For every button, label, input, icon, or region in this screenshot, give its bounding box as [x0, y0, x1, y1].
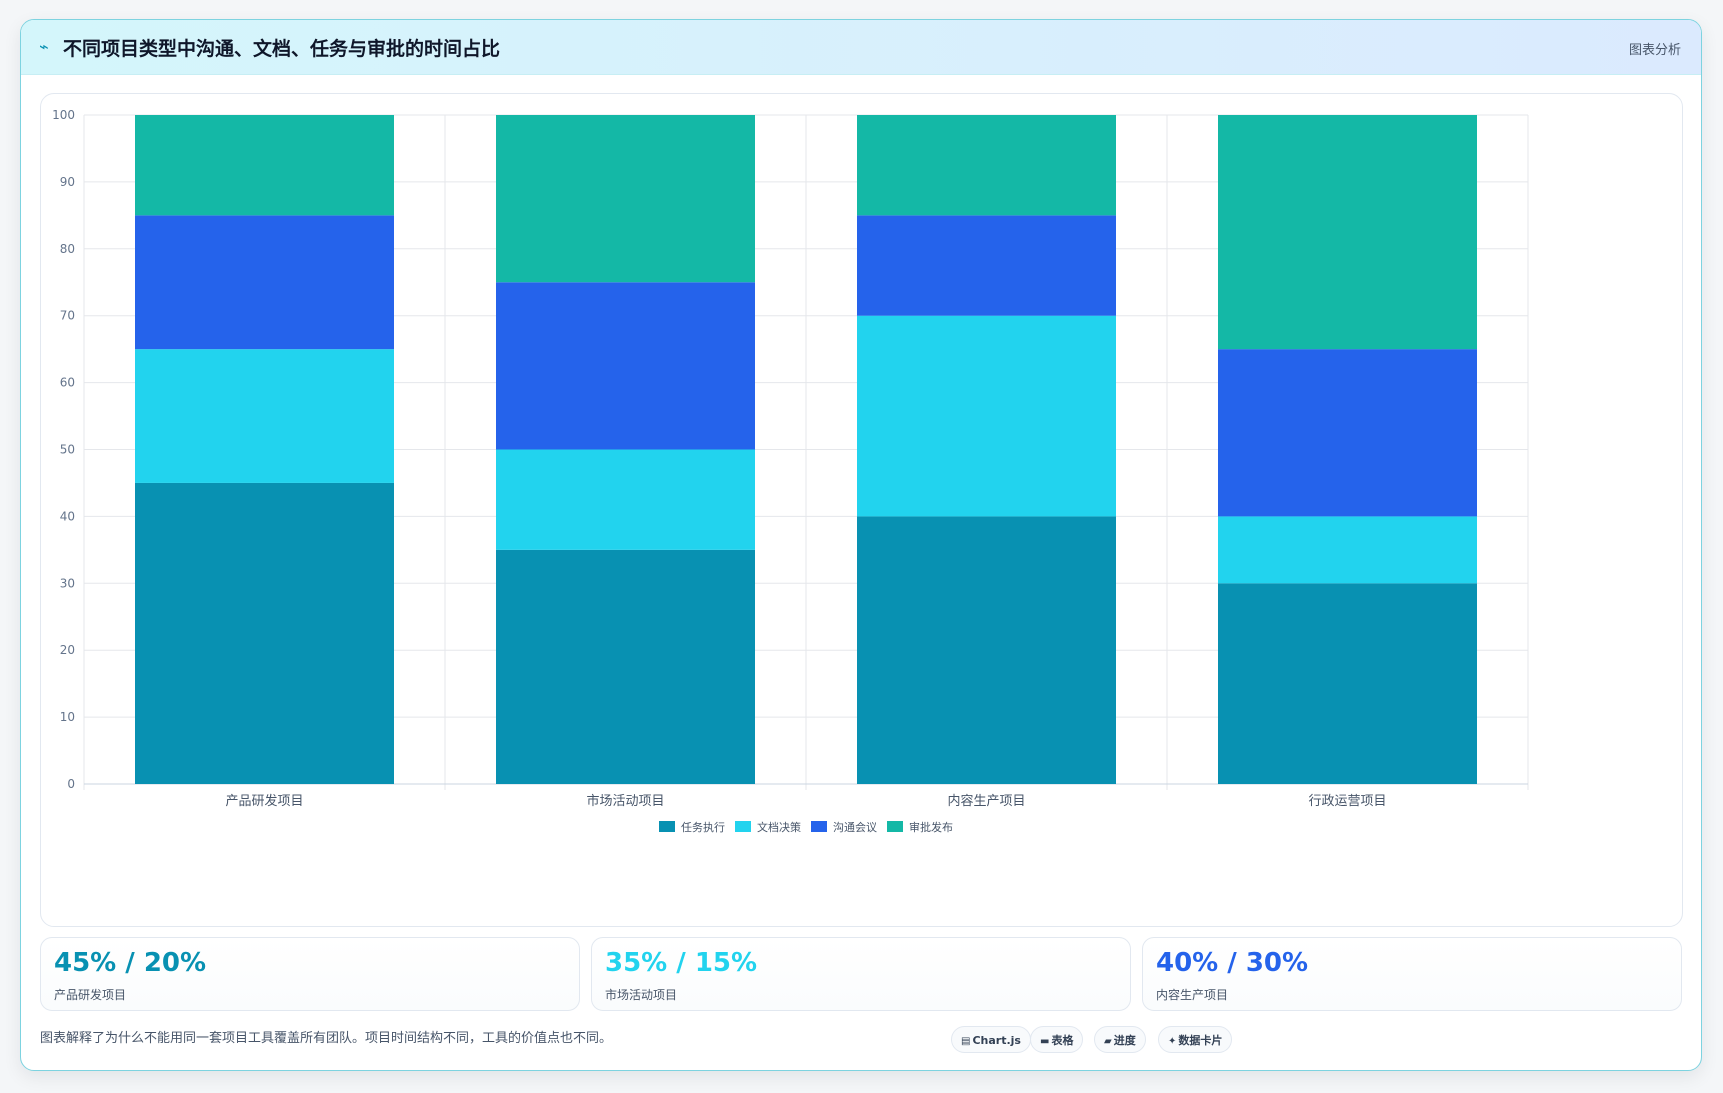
y-tick-label: 10 — [60, 710, 75, 724]
sparkline-icon: ⌁ — [39, 37, 49, 56]
legend-swatch — [735, 821, 751, 832]
x-tick-label: 市场活动项目 — [586, 793, 664, 809]
chip-chartjs[interactable]: ▤ Chart.js — [951, 1026, 1031, 1053]
bar-segment — [135, 482, 394, 784]
stat-value: 35% / 15% — [605, 948, 758, 978]
y-tick-label: 90 — [60, 175, 75, 189]
stat-cards: 45% / 20% 产品研发项目 35% / 15% 市场活动项目 40% / … — [40, 937, 1683, 1011]
bar-segment — [1218, 516, 1477, 584]
x-tick-label: 产品研发项目 — [225, 793, 303, 809]
legend-label: 审批发布 — [909, 820, 953, 834]
y-tick-label: 100 — [52, 108, 75, 122]
stacked-bar-chart: 0 10 20 30 40 50 60 70 80 90 100 产品研发项目 市场活动项目 内容生产项目… — [52, 108, 1529, 834]
chip-label: 表格 — [1051, 1034, 1074, 1047]
legend-swatch — [811, 821, 827, 832]
bar-segment — [135, 349, 394, 483]
legend-label: 文档决策 — [757, 820, 801, 834]
chart-panel: 0 10 20 30 40 50 60 70 80 90 100 产品研发项目 市场活动项目 内容生产项目… — [40, 93, 1683, 927]
chart-explanation: 图表解释了为什么不能用同一套项目工具覆盖所有团队。项目时间结构不同，工具的价值点… — [40, 1031, 613, 1046]
stat-card-1: 45% / 20% 产品研发项目 — [40, 937, 580, 1011]
legend-label: 任务执行 — [681, 820, 725, 834]
bar-segment — [496, 449, 755, 550]
chip-label: Chart.js — [972, 1034, 1021, 1047]
y-tick-label: 70 — [60, 309, 75, 323]
bar-segment — [1218, 349, 1477, 517]
table-icon: ▬ — [1040, 1036, 1050, 1047]
chip-progress[interactable]: ▰ 进度 — [1094, 1026, 1146, 1053]
bar-segment — [1218, 583, 1477, 784]
stat-card-2: 35% / 15% 市场活动项目 — [591, 937, 1131, 1011]
legend-swatch — [887, 821, 903, 832]
y-tick-label: 0 — [67, 777, 75, 791]
chart-card: ⌁ 不同项目类型中沟通、文档、任务与审批的时间占比 图表分析 0 10 20 30 40… — [20, 19, 1702, 1071]
card-header: ⌁ 不同项目类型中沟通、文档、任务与审批的时间占比 图表分析 — [21, 20, 1701, 75]
x-tick-label: 内容生产项目 — [947, 793, 1025, 809]
x-tick-label: 行政运营项目 — [1308, 794, 1386, 809]
chip-data-card[interactable]: ✦ 数据卡片 — [1158, 1026, 1233, 1053]
chart-title: 不同项目类型中沟通、文档、任务与审批的时间占比 — [63, 38, 501, 60]
chip-label: 数据卡片 — [1178, 1034, 1223, 1047]
stat-label: 产品研发项目 — [54, 988, 127, 1002]
y-tick-label: 40 — [60, 509, 75, 523]
sparkle-icon: ✦ — [1168, 1036, 1177, 1047]
bar-segment — [496, 549, 755, 784]
y-tick-label: 50 — [60, 443, 75, 457]
bar-segment — [496, 282, 755, 450]
stat-card-3: 40% / 30% 内容生产项目 — [1142, 937, 1682, 1011]
stat-label: 市场活动项目 — [605, 988, 678, 1002]
stat-label: 内容生产项目 — [1156, 988, 1229, 1002]
progress-icon: ▰ — [1104, 1036, 1112, 1047]
y-tick-label: 20 — [60, 643, 75, 657]
y-tick-label: 80 — [60, 242, 75, 256]
bar-segment — [857, 215, 1116, 316]
bar-segment — [1218, 115, 1477, 350]
y-tick-label: 30 — [60, 576, 75, 590]
stat-value: 40% / 30% — [1156, 948, 1309, 978]
chart-analysis-tag: 图表分析 — [1628, 43, 1681, 58]
chart-icon: ▤ — [961, 1036, 971, 1047]
bar-segment — [135, 115, 394, 216]
legend-label: 沟通会议 — [833, 821, 877, 834]
bar-segment — [857, 315, 1116, 517]
bar-segment — [857, 115, 1116, 216]
chip-table[interactable]: ▬ 表格 — [1030, 1026, 1084, 1053]
legend-swatch — [659, 821, 675, 832]
y-tick-label: 60 — [60, 376, 75, 390]
bar-segment — [496, 115, 755, 283]
chip-label: 进度 — [1113, 1034, 1136, 1047]
bar-segment — [135, 215, 394, 350]
bar-segment — [857, 516, 1116, 784]
stat-value: 45% / 20% — [54, 948, 207, 978]
